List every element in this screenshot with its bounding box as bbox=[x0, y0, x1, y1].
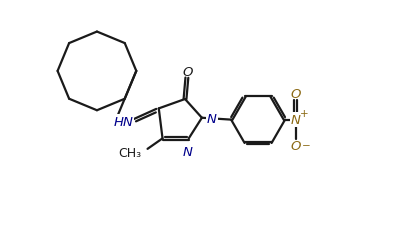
Text: O: O bbox=[290, 88, 301, 101]
Text: N: N bbox=[183, 146, 193, 159]
Text: −: − bbox=[302, 141, 311, 151]
Text: N: N bbox=[291, 114, 301, 127]
Text: O: O bbox=[183, 65, 193, 79]
Text: HN: HN bbox=[113, 115, 133, 128]
Text: O: O bbox=[290, 139, 301, 152]
Text: N: N bbox=[207, 112, 217, 125]
Text: CH₃: CH₃ bbox=[118, 147, 141, 159]
Text: +: + bbox=[300, 109, 308, 119]
